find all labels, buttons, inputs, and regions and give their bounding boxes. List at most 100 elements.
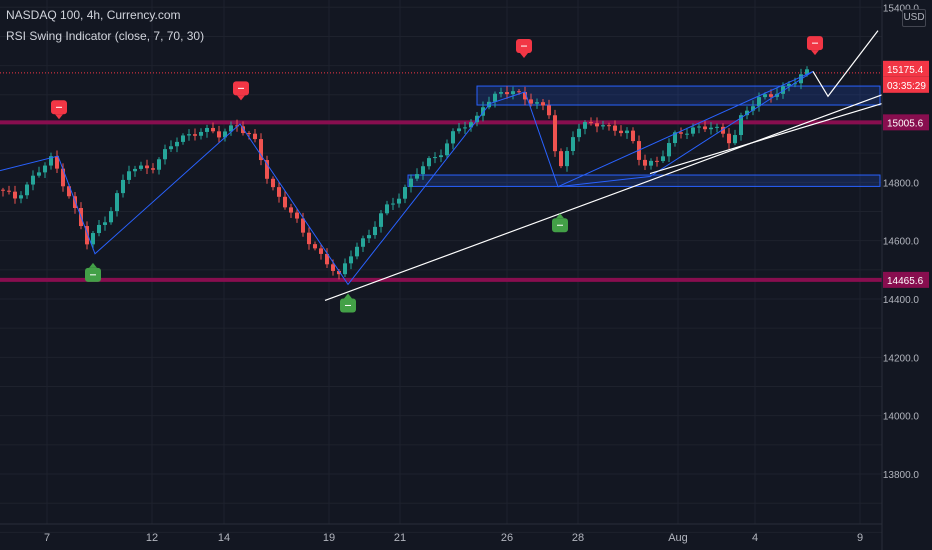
candle-body (667, 143, 671, 157)
candle-body (589, 122, 593, 124)
price-axis-tick: 14400.0 (883, 295, 920, 306)
candle-body (361, 238, 365, 247)
price-axis-tick: 15400.0 (883, 3, 920, 14)
candle-body (97, 224, 101, 234)
projection-line (812, 30, 879, 98)
candle-body (229, 125, 233, 132)
time-axis-tick: 9 (857, 532, 863, 544)
candle-body (271, 178, 275, 188)
support-price-label: 14465.6 (887, 276, 924, 287)
candle-body (85, 226, 89, 245)
candle-body (517, 91, 521, 93)
candle-body (649, 160, 653, 166)
candle-body (49, 156, 53, 166)
candle-body (373, 226, 377, 236)
candle-body (133, 168, 137, 172)
candle-body (745, 110, 749, 116)
candle-body (331, 264, 335, 271)
candle-body (781, 86, 785, 94)
candle-body (733, 135, 737, 144)
candle-body (61, 168, 65, 187)
candle-body (499, 92, 503, 94)
zone-box (407, 174, 881, 187)
candle-body (619, 130, 623, 134)
candle-body (685, 133, 689, 135)
candle-body (565, 151, 569, 167)
last-price-label-bg (883, 60, 929, 77)
candle-body (805, 69, 809, 75)
candle-body (163, 149, 167, 160)
time-axis-tick: 14 (218, 532, 230, 544)
candle-body (505, 92, 509, 95)
candle-body (55, 156, 59, 169)
candle-body (13, 191, 17, 199)
buy-signal-marker (85, 262, 101, 282)
buy-signal-marker (552, 213, 568, 233)
candle-body (295, 212, 299, 219)
buy-signal-arrow (556, 213, 564, 219)
candle-body (673, 132, 677, 144)
price-axis-tick: 14000.0 (883, 412, 920, 423)
time-axis-tick: 21 (394, 532, 406, 544)
candle-body (445, 143, 449, 156)
candle-body (433, 157, 437, 159)
candle-body (571, 137, 575, 152)
candle-body (739, 115, 743, 136)
candle-body (451, 131, 455, 144)
candle-body (631, 130, 635, 142)
candle-body (559, 151, 563, 167)
sell-signal-marker (516, 39, 532, 59)
candle-body (409, 178, 413, 188)
candle-body (205, 127, 209, 132)
currency-badge[interactable]: USD (902, 9, 926, 27)
candle-body (493, 93, 497, 102)
last-price-label: 15175.4 (887, 65, 924, 76)
buy-signal-arrow (89, 262, 97, 268)
indicator-legend[interactable]: RSI Swing Indicator (close, 7, 70, 30) (6, 29, 205, 43)
candle-body (19, 195, 23, 199)
candle-body (757, 97, 761, 107)
candle-body (337, 270, 341, 275)
candle-body (121, 179, 125, 194)
candle-body (727, 133, 731, 144)
buy-signal-marker (340, 293, 356, 313)
candle-body (529, 99, 533, 104)
candle-body (763, 94, 767, 98)
candle-body (301, 218, 305, 233)
channel-line (557, 71, 814, 188)
candle-body (553, 115, 557, 152)
candle-body (595, 123, 599, 127)
candle-body (139, 165, 143, 169)
candle-body (367, 235, 371, 239)
trendline (324, 94, 883, 302)
candle-body (511, 91, 515, 95)
candle-body (787, 83, 791, 87)
candle-body (697, 126, 701, 128)
candle-body (43, 165, 47, 173)
candle-body (277, 187, 281, 197)
candle-body (211, 127, 215, 132)
price-axis-tick: 13800.0 (883, 470, 920, 481)
candle-body (691, 127, 695, 134)
sell-signal-arrow (55, 114, 63, 120)
candle-body (325, 253, 329, 265)
candle-body (469, 122, 473, 128)
sell-signal-arrow (520, 53, 528, 59)
candle-body (313, 244, 317, 249)
candle-body (283, 196, 287, 208)
candle-body (643, 159, 647, 166)
candle-body (427, 158, 431, 167)
price-axis-tick: 14600.0 (883, 237, 920, 248)
candle-body (655, 160, 659, 162)
candle-body (145, 165, 149, 169)
candle-body (289, 207, 293, 213)
symbol-title[interactable]: NASDAQ 100, 4h, Currency.com (6, 8, 181, 22)
candle-body (793, 83, 797, 85)
candle-body (439, 155, 443, 158)
candle-body (343, 263, 347, 275)
time-axis-tick: 19 (323, 532, 335, 544)
candle-body (421, 166, 425, 175)
buy-signal-arrow (344, 293, 352, 299)
